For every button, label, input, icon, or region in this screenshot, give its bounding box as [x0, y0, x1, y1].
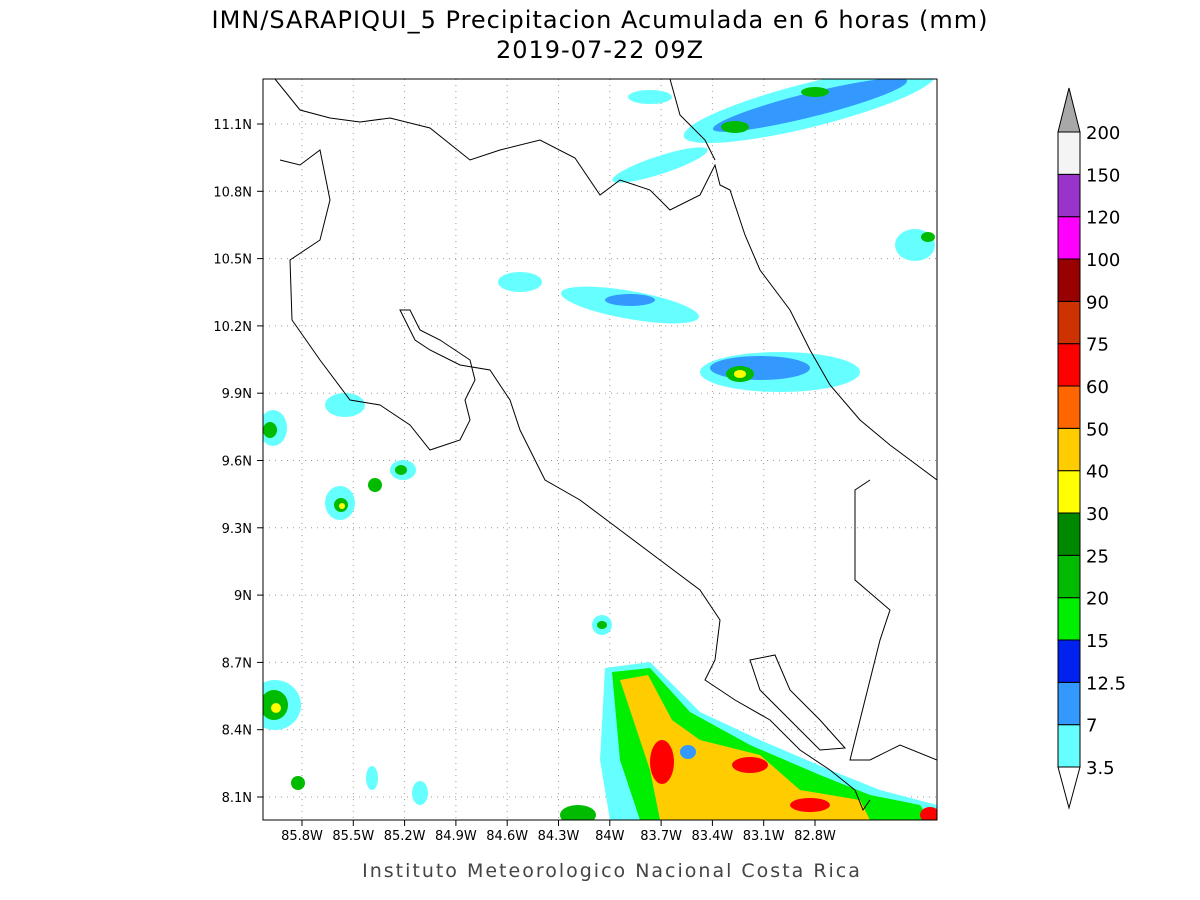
title: IMN/SARAPIQUI_5 Precipitacion Acumulada … — [212, 6, 989, 34]
colorbar-label: 90 — [1086, 292, 1109, 313]
lon-label: 84.3W — [538, 829, 580, 844]
map-frame — [262, 78, 938, 821]
colorbar-segment — [1057, 427, 1081, 472]
rain-band-south — [560, 662, 937, 820]
lon-label: 83.7W — [640, 829, 682, 844]
lat-label: 10.2N — [213, 320, 252, 335]
rain-band-central — [498, 229, 935, 392]
colorbar-label: 15 — [1086, 631, 1109, 652]
colorbar-label: 60 — [1086, 377, 1109, 398]
lon-label: 83.1W — [743, 829, 785, 844]
colorbar-label: 20 — [1086, 589, 1109, 610]
lon-label: 85.2W — [384, 829, 426, 844]
lat-label: 8.7N — [222, 656, 252, 671]
lon-label: 84.6W — [486, 829, 528, 844]
footer: Instituto Meteorologico Nacional Costa R… — [362, 860, 862, 882]
colorbar-over — [1057, 87, 1081, 133]
colorbar-segment — [1057, 512, 1081, 556]
colorbar-segment — [1057, 300, 1081, 345]
lat-label: 8.1N — [222, 791, 252, 806]
lon-label: 85.8W — [281, 829, 323, 844]
colorbar-segment — [1057, 554, 1081, 599]
colorbar-label: 50 — [1086, 419, 1109, 440]
colorbar-segment — [1057, 385, 1081, 429]
lat-label: 9.9N — [222, 387, 252, 402]
colorbar-label: 30 — [1086, 504, 1109, 525]
lon-label: 84.9W — [435, 829, 477, 844]
lat-label: 11.1N — [213, 118, 252, 133]
rain-band-north — [612, 79, 937, 183]
lon-label: 82.8W — [794, 829, 836, 844]
lon-label: 85.5W — [332, 829, 374, 844]
colorbar-label: 25 — [1086, 546, 1109, 567]
colorbar-segment — [1057, 639, 1081, 683]
colorbar-segment — [1057, 724, 1081, 768]
colorbar-label: 40 — [1086, 462, 1109, 483]
colorbar-label: 200 — [1086, 123, 1120, 144]
colorbar-segment — [1057, 173, 1081, 218]
colorbar-segment — [1057, 216, 1081, 260]
colorbar-segment — [1057, 470, 1081, 514]
colorbar: 3.5 7 12.5 15 20 25 30 40 50 60 75 90 100 120 150 200 — [1057, 87, 1126, 810]
colorbar-label: 120 — [1086, 208, 1120, 229]
rain-cells-west — [263, 393, 612, 805]
lat-label: 10.5N — [213, 253, 252, 268]
lat-label: 9.6N — [222, 455, 252, 470]
colorbar-segment — [1057, 597, 1081, 641]
lat-label: 9N — [234, 589, 252, 604]
grid — [263, 79, 937, 820]
colorbar-label: 7 — [1086, 716, 1097, 737]
lat-label: 10.8N — [213, 185, 252, 200]
lat-label: 9.3N — [222, 522, 252, 537]
colorbar-segment — [1057, 258, 1081, 302]
lon-label: 83.4W — [691, 829, 733, 844]
coastline — [274, 79, 937, 812]
subtitle: 2019-07-22 09Z — [496, 36, 704, 64]
colorbar-segment — [1057, 681, 1081, 726]
colorbar-label: 12.5 — [1086, 673, 1126, 694]
colorbar-under — [1057, 766, 1081, 810]
lat-label: 8.4N — [222, 724, 252, 739]
precipitation — [263, 79, 937, 820]
colorbar-label: 100 — [1086, 250, 1120, 271]
colorbar-label: 150 — [1086, 165, 1120, 186]
colorbar-label: 3.5 — [1086, 758, 1115, 779]
colorbar-label: 75 — [1086, 335, 1109, 356]
colorbar-segment — [1057, 131, 1081, 175]
lon-label: 84W — [595, 829, 625, 844]
colorbar-segment — [1057, 343, 1081, 387]
